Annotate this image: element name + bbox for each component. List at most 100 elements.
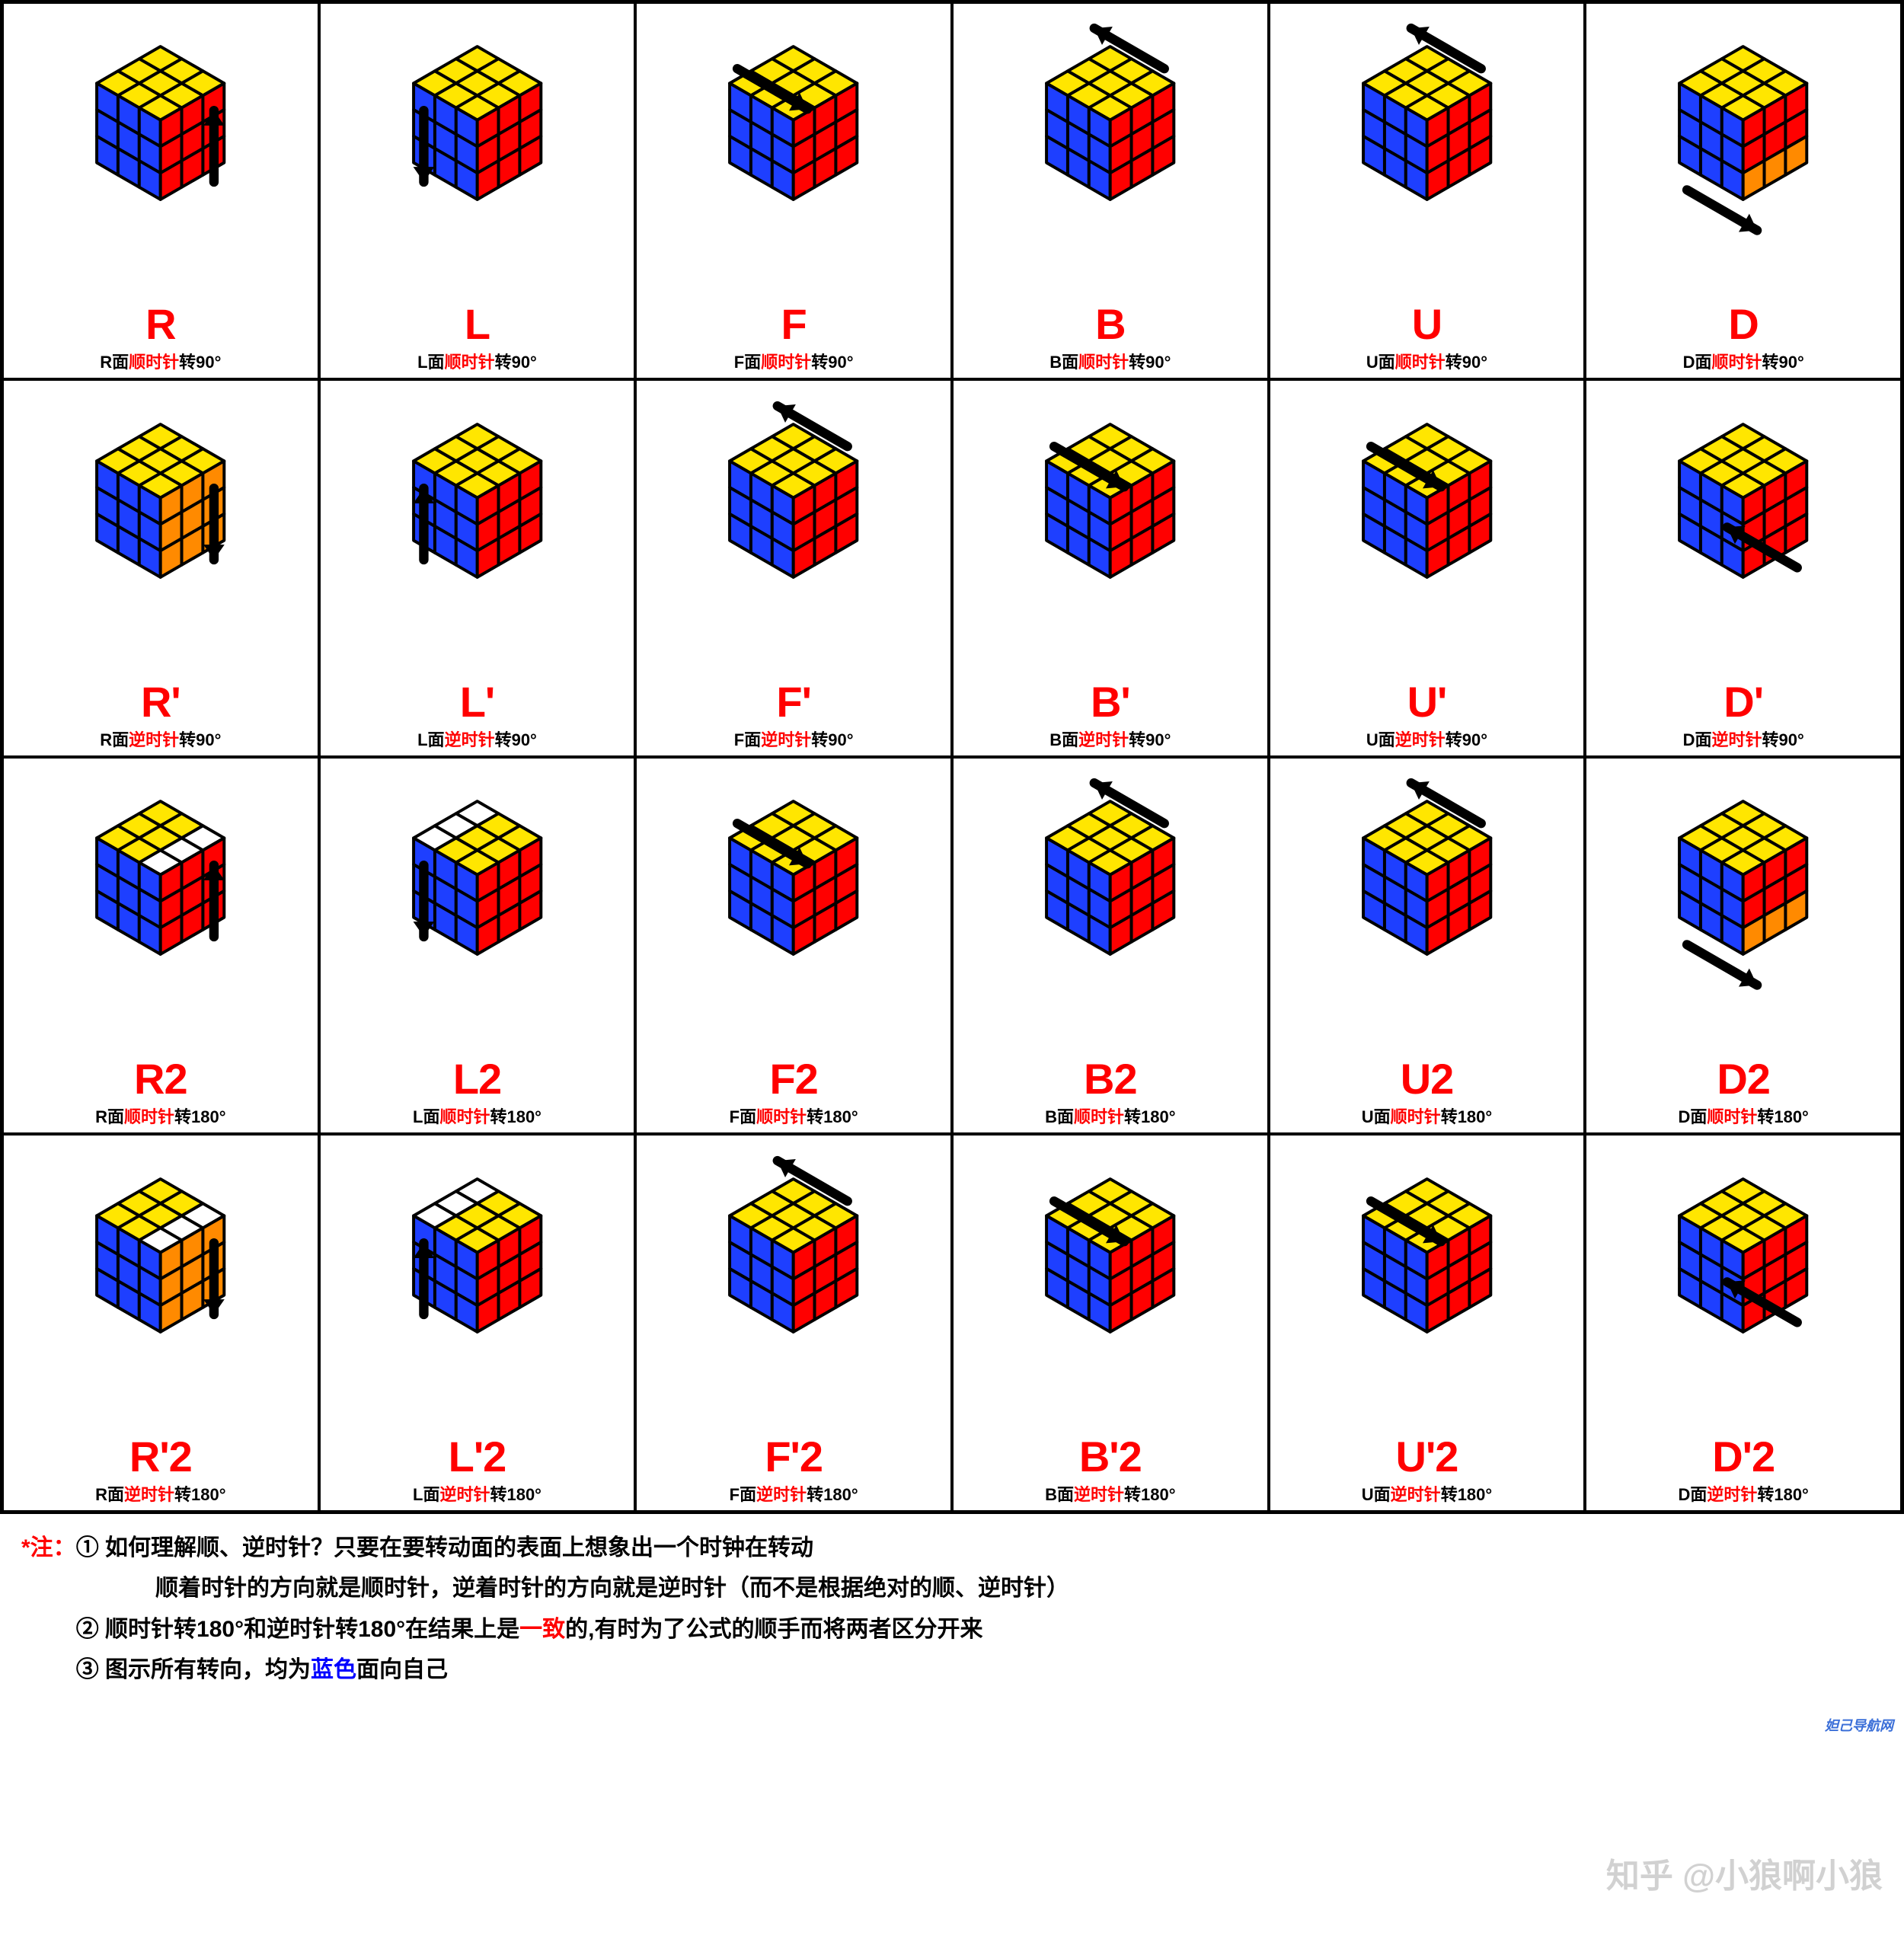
note-number: ① (76, 1535, 105, 1560)
move-cell-Lp2: L'2L面逆时针转180° (319, 1134, 636, 1511)
move-cell-Up: U' U面逆时针转90° (1269, 379, 1586, 756)
cube-illustration (324, 10, 631, 302)
cube-icon (1286, 1147, 1568, 1429)
cube-illustration (1589, 10, 1897, 302)
note-highlight: 蓝色 (311, 1657, 356, 1682)
move-description: U面逆时针转90° (1366, 727, 1487, 751)
move-description: R面逆时针转180° (95, 1481, 225, 1506)
cube-icon (652, 1147, 934, 1429)
move-notation: L2 (453, 1058, 501, 1100)
cube-icon (1286, 14, 1568, 297)
cube-illustration (324, 387, 631, 679)
cube-icon (969, 1147, 1251, 1429)
cube-icon (652, 769, 934, 1052)
move-cell-Fp: F' F面逆时针转90° (635, 379, 952, 756)
move-notation: U' (1407, 681, 1447, 723)
move-description: R面逆时针转90° (100, 727, 221, 751)
move-cell-U: U U面顺时针转90° (1269, 2, 1586, 379)
cube-icon (19, 392, 302, 675)
move-notation: R2 (134, 1058, 187, 1100)
move-description: F面顺时针转180° (730, 1104, 858, 1128)
note-star: *注： (21, 1535, 76, 1560)
move-cell-U2: U2U面顺时针转180° (1269, 757, 1586, 1134)
move-notation: U (1412, 303, 1442, 346)
move-cell-D: DD面顺时针转90° (1585, 2, 1902, 379)
cube-icon (1602, 1147, 1884, 1429)
cube-illustration (7, 10, 315, 302)
move-notation: U'2 (1396, 1436, 1458, 1478)
cube-illustration (324, 1142, 631, 1433)
move-description: L面顺时针转90° (417, 349, 537, 373)
cube-illustration (1589, 765, 1897, 1056)
cube-icon (336, 1147, 618, 1429)
cube-icon (19, 769, 302, 1052)
cube-illustration (324, 765, 631, 1056)
cube-illustration (957, 765, 1264, 1056)
cube-illustration (7, 1142, 315, 1433)
move-description: D面逆时针转180° (1678, 1481, 1808, 1506)
move-cell-F2: F2 F面顺时针转180° (635, 757, 952, 1134)
cube-illustration (1273, 1142, 1581, 1433)
move-cell-B: BB面顺时针转90° (952, 2, 1269, 379)
move-description: U面顺时针转90° (1366, 349, 1487, 373)
move-cell-Dp2: D'2 D面逆时针转180° (1585, 1134, 1902, 1511)
cube-illustration (1273, 765, 1581, 1056)
move-cell-Bp2: B'2 B面逆时针转180° (952, 1134, 1269, 1511)
cube-illustration (640, 10, 947, 302)
move-notation: F2 (769, 1058, 817, 1100)
cube-icon (1286, 392, 1568, 675)
cube-icon (652, 14, 934, 297)
move-notation: R' (141, 681, 180, 723)
note-number: ③ (76, 1657, 105, 1682)
move-cell-R2: R2 R面顺时针转180° (2, 757, 319, 1134)
move-notation: U2 (1401, 1058, 1454, 1100)
move-notation: F' (776, 681, 811, 723)
move-description: B面逆时针转180° (1045, 1481, 1175, 1506)
move-notation: B'2 (1079, 1436, 1142, 1478)
cube-illustration (1589, 387, 1897, 679)
cube-illustration (640, 387, 947, 679)
move-description: F面逆时针转180° (730, 1481, 858, 1506)
cube-illustration (957, 1142, 1264, 1433)
note-line: *注：② 顺时针转180°和逆时针转180°在结果上是一致的,有时为了公式的顺手… (21, 1611, 1883, 1649)
cube-illustration (1589, 1142, 1897, 1433)
move-description: U面逆时针转180° (1362, 1481, 1492, 1506)
cube-icon (1602, 392, 1884, 675)
move-notation: F (781, 303, 807, 346)
move-description: B面顺时针转90° (1049, 349, 1171, 373)
move-description: F面逆时针转90° (734, 727, 854, 751)
move-cell-Dp: D'D面逆时针转90° (1585, 379, 1902, 756)
note-highlight: 一致 (519, 1617, 565, 1642)
move-notation: B2 (1084, 1058, 1137, 1100)
note-line: *注：③ 图示所有转向，均为蓝色面向自己 (21, 1651, 1883, 1689)
move-notation: D'2 (1712, 1436, 1775, 1478)
move-description: L面逆时针转90° (417, 727, 537, 751)
cube-illustration (7, 765, 315, 1056)
cube-icon (969, 14, 1251, 297)
move-notation: R (145, 303, 175, 346)
move-notation: D2 (1717, 1058, 1770, 1100)
move-cell-Fp2: F'2F面逆时针转180° (635, 1134, 952, 1511)
cube-icon (336, 392, 618, 675)
move-description: B面顺时针转180° (1045, 1104, 1175, 1128)
cube-icon (969, 392, 1251, 675)
cube-icon (19, 14, 302, 297)
move-description: D面顺时针转90° (1683, 349, 1804, 373)
cube-icon (1286, 769, 1568, 1052)
move-cell-L: LL面顺时针转90° (319, 2, 636, 379)
notation-grid: RR面顺时针转90°LL面顺时针转90°FF面顺时针转90°BB面顺时针转90°… (0, 0, 1904, 1514)
move-description: B面逆时针转90° (1049, 727, 1171, 751)
cube-illustration (1273, 10, 1581, 302)
footer-credit: 妲己导航网 (0, 1715, 1904, 1742)
move-description: F面顺时针转90° (734, 349, 854, 373)
move-description: R面顺时针转180° (95, 1104, 225, 1128)
move-cell-Bp: B'B面逆时针转90° (952, 379, 1269, 756)
cube-illustration (1273, 387, 1581, 679)
note-number: ② (76, 1617, 105, 1642)
notes-section: *注：① 如何理解顺、逆时针？只要在要转动面的表面上想象出一个时钟在转动*注：①… (0, 1514, 1904, 1715)
cube-icon (652, 392, 934, 675)
move-notation: L' (460, 681, 495, 723)
move-cell-Rp2: R'2R面逆时针转180° (2, 1134, 319, 1511)
move-description: L面逆时针转180° (413, 1481, 541, 1506)
move-cell-F: F F面顺时针转90° (635, 2, 952, 379)
